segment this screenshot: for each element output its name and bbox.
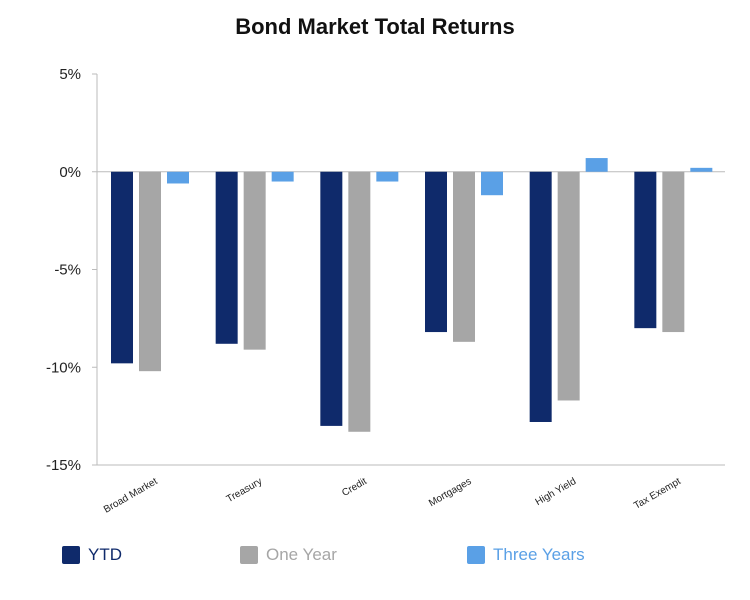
y-tick-label: 5% — [59, 66, 81, 83]
legend-label: One Year — [266, 545, 337, 564]
legend-item-three-years: Three Years — [467, 545, 585, 565]
bar-three-years — [481, 171, 503, 196]
legend-swatch — [467, 546, 485, 564]
x-tick-label: Tax Exempt — [632, 476, 683, 512]
bar-three-years — [690, 167, 713, 172]
bar-one-year — [139, 171, 161, 372]
axes-layer — [92, 73, 725, 466]
bar-ytd — [111, 171, 133, 364]
bar-chart: 5% 0% -5% -10% -15% Broad Market Treasury Credi… — [46, 66, 725, 516]
legend-item-one-year: One Year — [240, 545, 337, 565]
bar-ytd — [529, 171, 552, 422]
bar-one-year — [557, 171, 580, 401]
legend-swatch — [62, 546, 80, 564]
bar-three-years — [167, 171, 189, 184]
x-tick-label: Treasury — [225, 476, 264, 505]
x-tick-label: Broad Market — [102, 476, 160, 516]
y-tick-label: -15% — [46, 457, 81, 474]
y-tick-label: 0% — [59, 164, 81, 181]
bar-three-years — [271, 171, 294, 182]
y-tick-label: -5% — [54, 262, 81, 279]
chart-title: Bond Market Total Returns — [235, 14, 515, 39]
legend-item-ytd: YTD — [62, 545, 122, 565]
legend-label: Three Years — [493, 545, 585, 564]
bar-one-year — [662, 171, 685, 333]
bar-three-years — [376, 171, 399, 182]
bar-one-year — [453, 171, 475, 342]
x-tick-label: High Yield — [534, 476, 578, 508]
bar-three-years — [585, 158, 608, 172]
bar-one-year — [348, 171, 371, 432]
bar-ytd — [320, 171, 343, 426]
bar-ytd — [634, 171, 657, 329]
legend-label: YTD — [88, 545, 122, 564]
legend-swatch — [240, 546, 258, 564]
bars-layer — [111, 158, 713, 432]
x-tick-label: Mortgages — [427, 476, 473, 509]
bar-one-year — [243, 171, 266, 350]
bar-ytd — [425, 171, 447, 333]
y-tick-label: -10% — [46, 359, 81, 376]
bar-ytd — [215, 171, 238, 344]
x-tick-label: Credit — [340, 476, 369, 499]
